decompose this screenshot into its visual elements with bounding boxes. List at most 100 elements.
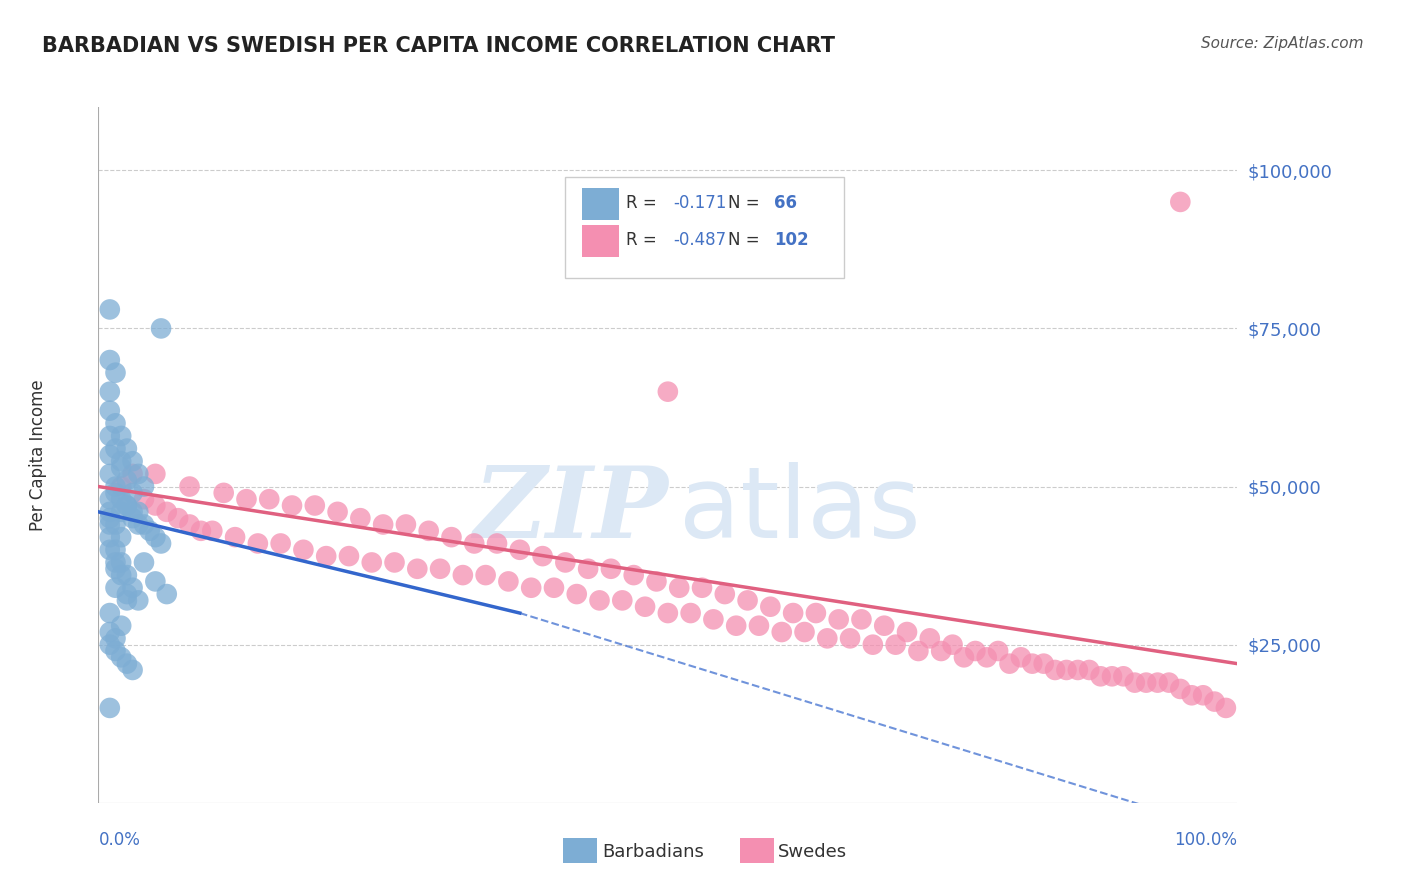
Point [132, 517, 155, 532]
Point [110, 568, 132, 582]
Point [623, 568, 645, 582]
Point [179, 479, 201, 493]
Point [1078, 663, 1101, 677]
Point [212, 486, 235, 500]
Point [104, 486, 127, 500]
Text: R =: R = [626, 194, 662, 212]
Point [451, 568, 474, 582]
Text: 102: 102 [773, 231, 808, 249]
Point [884, 638, 907, 652]
Point [98, 384, 121, 399]
Text: ZIP: ZIP [472, 462, 668, 558]
Point [132, 492, 155, 507]
Point [235, 492, 257, 507]
Point [110, 479, 132, 493]
Point [1215, 701, 1237, 715]
Point [839, 632, 862, 646]
Point [179, 517, 201, 532]
Point [104, 366, 127, 380]
Point [110, 650, 132, 665]
Point [657, 384, 679, 399]
Point [429, 562, 451, 576]
Point [782, 606, 804, 620]
Point [1170, 194, 1192, 209]
Point [110, 618, 132, 632]
Point [98, 625, 121, 640]
Point [486, 536, 509, 550]
Point [1090, 669, 1112, 683]
Point [110, 505, 132, 519]
Text: N =: N = [728, 231, 765, 249]
Text: Swedes: Swedes [779, 843, 848, 861]
Point [588, 593, 610, 607]
Text: -0.487: -0.487 [673, 231, 727, 249]
Point [132, 479, 155, 493]
Point [965, 644, 987, 658]
Point [104, 562, 127, 576]
Point [121, 486, 143, 500]
Point [190, 524, 212, 538]
FancyBboxPatch shape [582, 225, 619, 257]
Point [531, 549, 554, 563]
Point [246, 536, 269, 550]
Point [115, 499, 138, 513]
Point [1032, 657, 1054, 671]
Point [127, 467, 149, 481]
Point [1123, 675, 1146, 690]
Point [851, 612, 873, 626]
Point [270, 536, 292, 550]
Point [167, 511, 190, 525]
Point [115, 657, 138, 671]
Point [384, 556, 406, 570]
Point [657, 606, 679, 620]
Point [121, 467, 143, 481]
FancyBboxPatch shape [562, 838, 598, 863]
Point [1101, 669, 1123, 683]
Point [907, 644, 929, 658]
Point [132, 556, 155, 570]
Point [98, 517, 121, 532]
Point [98, 448, 121, 462]
Point [104, 479, 127, 493]
Point [145, 499, 167, 513]
Point [1146, 675, 1168, 690]
FancyBboxPatch shape [582, 187, 619, 219]
Point [828, 612, 851, 626]
Point [565, 587, 588, 601]
Point [115, 587, 138, 601]
Point [259, 492, 281, 507]
Point [121, 663, 143, 677]
Point [115, 593, 138, 607]
Point [668, 581, 690, 595]
Point [104, 517, 127, 532]
Point [98, 492, 121, 507]
Point [292, 542, 315, 557]
Point [463, 536, 485, 550]
Point [725, 618, 748, 632]
Point [576, 562, 599, 576]
Text: Source: ZipAtlas.com: Source: ZipAtlas.com [1201, 36, 1364, 51]
Point [98, 542, 121, 557]
Text: atlas: atlas [679, 462, 921, 559]
Point [1054, 663, 1078, 677]
Text: N =: N = [728, 194, 765, 212]
Point [98, 403, 121, 417]
Point [98, 530, 121, 544]
Point [127, 593, 149, 607]
Point [110, 492, 132, 507]
Point [804, 606, 827, 620]
Point [395, 517, 418, 532]
Point [690, 581, 713, 595]
Point [360, 556, 382, 570]
Point [127, 517, 149, 532]
Point [145, 530, 167, 544]
Point [371, 517, 394, 532]
Point [98, 511, 121, 525]
Point [770, 625, 793, 640]
Point [98, 606, 121, 620]
Point [873, 618, 896, 632]
Point [748, 618, 770, 632]
Point [104, 632, 127, 646]
Point [115, 473, 138, 487]
Point [645, 574, 668, 589]
